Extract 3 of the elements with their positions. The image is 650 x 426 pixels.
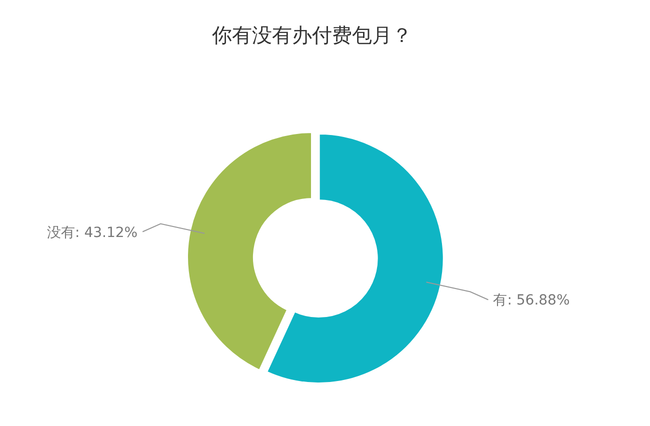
- slice-label: 没有: 43.12%: [47, 224, 138, 241]
- slice-label: 有: 56.88%: [493, 292, 570, 309]
- chart-title: 你有没有办付费包月？: [211, 23, 412, 47]
